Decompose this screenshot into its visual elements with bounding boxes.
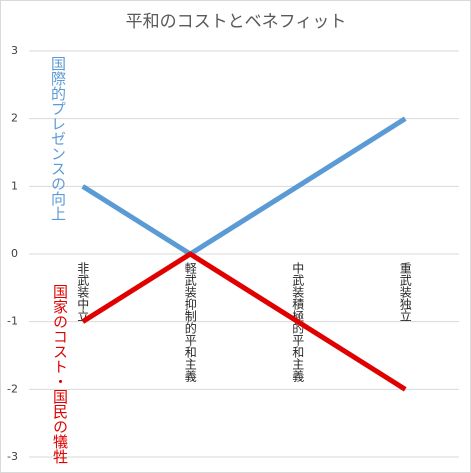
y-tick-label: -1 — [7, 315, 18, 328]
y-tick-label: 2 — [11, 112, 18, 125]
series-label: 国際的プレゼンスの向上 — [49, 56, 67, 221]
y-tick-label: -3 — [7, 450, 18, 463]
y-tick-label: 3 — [11, 44, 18, 57]
x-tick-label: 非武装中立 — [76, 262, 90, 322]
series-label: 国家のコスト・国民の犠牲 — [51, 284, 69, 464]
x-tick-label: 重武装独立 — [398, 262, 412, 322]
y-tick-label: 1 — [11, 179, 18, 192]
y-tick-label: -2 — [7, 382, 18, 395]
series-line — [81, 251, 407, 392]
chart-title: 平和のコストとベネフィット — [126, 12, 347, 32]
series-line — [81, 116, 407, 257]
x-tick-label: 軽武装抑制的平和主義 — [183, 262, 197, 382]
y-tick-label: 0 — [11, 247, 18, 260]
